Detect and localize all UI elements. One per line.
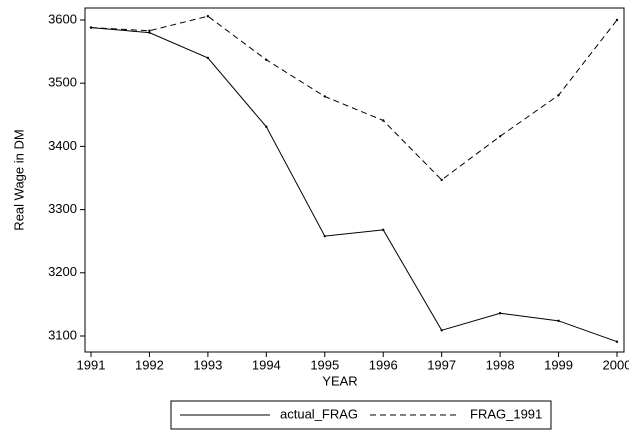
y-tick-label: 3400 <box>48 138 77 153</box>
point <box>323 95 326 98</box>
y-tick-label: 3600 <box>48 11 77 26</box>
legend-label: FRAG_1991 <box>470 406 542 421</box>
point <box>498 135 502 138</box>
series-line <box>90 15 618 181</box>
point <box>148 29 151 32</box>
legend-frame <box>170 400 552 430</box>
x-tick-label: 1994 <box>252 357 281 372</box>
x-tick-label: 1993 <box>193 357 222 372</box>
x-tick-label: 1997 <box>427 357 456 372</box>
x-tick-label: 1999 <box>544 357 573 372</box>
point <box>323 234 326 238</box>
y-tick-label: 3200 <box>48 264 77 279</box>
plot-frame <box>84 7 625 353</box>
point <box>498 312 502 315</box>
y-tick-label: 3300 <box>48 201 77 216</box>
point <box>206 15 210 18</box>
x-tick-label: 1998 <box>486 357 515 372</box>
point <box>206 56 210 60</box>
series-line <box>90 27 618 343</box>
x-axis-label: YEAR <box>322 373 357 388</box>
point <box>89 26 93 29</box>
point <box>615 18 619 22</box>
legend-label: actual_FRAG <box>280 406 358 421</box>
point <box>557 94 560 97</box>
point <box>265 58 268 62</box>
point <box>148 31 151 34</box>
point <box>557 319 560 323</box>
point <box>265 125 268 129</box>
x-tick-label: 1995 <box>310 357 339 372</box>
point <box>440 178 443 182</box>
point <box>382 119 385 122</box>
y-axis-label: Real Wage in DM <box>11 129 26 230</box>
x-tick-label: 1992 <box>135 357 164 372</box>
y-tick-label: 3100 <box>48 327 77 342</box>
x-tick-label: 2000 <box>603 357 629 372</box>
point <box>382 228 385 232</box>
y-tick-label: 3500 <box>48 75 77 90</box>
x-tick-label: 1996 <box>369 357 398 372</box>
point <box>440 329 443 332</box>
point <box>615 340 619 343</box>
x-tick-label: 1991 <box>77 357 106 372</box>
